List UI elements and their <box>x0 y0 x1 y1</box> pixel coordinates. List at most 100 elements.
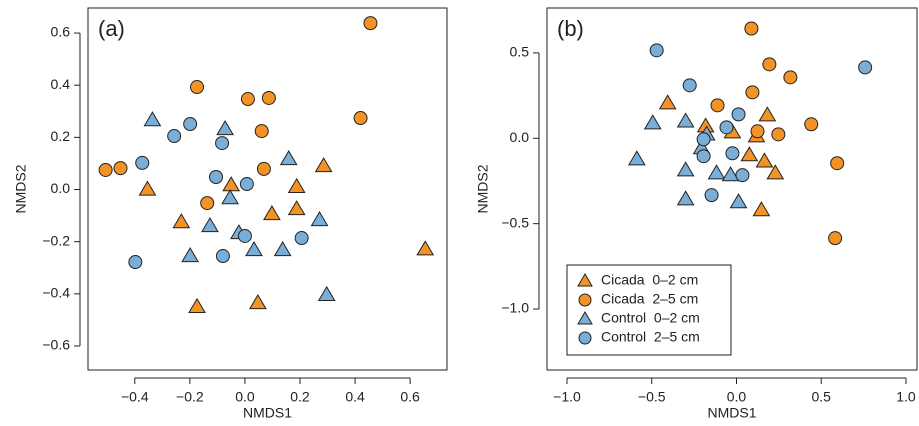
legend-label: Control 0–2 cm <box>601 310 700 326</box>
point <box>696 132 711 147</box>
point <box>750 124 765 139</box>
point <box>183 117 198 132</box>
y-tick-label: −0.2 <box>42 232 70 248</box>
panel-label: (b) <box>557 16 584 41</box>
point <box>215 136 230 151</box>
legend-label: Control 2–5 cm <box>601 329 700 345</box>
point <box>248 293 267 310</box>
point <box>744 21 759 36</box>
point <box>721 166 740 182</box>
point <box>172 213 191 229</box>
point <box>627 150 646 166</box>
point <box>858 60 873 75</box>
point <box>719 120 734 135</box>
point <box>240 92 255 107</box>
point <box>696 149 711 164</box>
point <box>828 231 843 246</box>
point <box>729 193 748 209</box>
point <box>725 146 740 161</box>
point <box>273 241 292 257</box>
point <box>745 85 760 100</box>
x-tick-label: 0.4 <box>345 389 365 405</box>
point <box>731 107 746 122</box>
legend-marker <box>578 331 592 345</box>
point <box>98 162 113 177</box>
point <box>263 205 281 221</box>
point <box>353 111 368 126</box>
x-tick-label: −0.2 <box>176 389 204 405</box>
panel-label: (a) <box>98 16 125 41</box>
plot-frame <box>546 7 918 371</box>
point <box>766 164 785 180</box>
y-tick-label: 0.6 <box>51 24 71 40</box>
point <box>245 241 263 257</box>
point <box>190 80 205 95</box>
point <box>167 129 182 144</box>
y-tick-label: 0.4 <box>51 76 71 92</box>
point <box>783 70 798 85</box>
x-tick-label: 1.0 <box>896 389 916 405</box>
point <box>416 240 435 256</box>
point <box>752 201 771 217</box>
point <box>704 188 719 203</box>
point <box>804 117 819 132</box>
y-tick-label: 0.5 <box>510 44 530 60</box>
point <box>138 180 157 196</box>
point <box>113 161 128 176</box>
point <box>740 146 759 162</box>
point <box>735 168 750 183</box>
point <box>222 176 241 192</box>
point <box>643 114 662 130</box>
point <box>215 249 230 264</box>
point <box>128 255 143 270</box>
y-tick-label: −0.5 <box>501 214 529 230</box>
legend-label: Cicada 2–5 cm <box>601 291 698 307</box>
y-tick-label: 0.0 <box>510 129 530 145</box>
point <box>216 120 234 136</box>
point <box>143 111 162 127</box>
y-tick-label: −0.4 <box>42 285 70 301</box>
point <box>317 285 336 301</box>
point <box>237 228 252 243</box>
x-tick-label: 0.2 <box>290 389 310 405</box>
x-tick-label: −0.4 <box>121 389 149 405</box>
point <box>676 112 695 128</box>
point <box>209 170 224 185</box>
point <box>314 157 333 173</box>
y-tick-label: 0.2 <box>51 128 71 144</box>
point <box>658 94 677 110</box>
point <box>310 211 329 227</box>
point <box>676 190 695 206</box>
point <box>676 161 695 177</box>
legend-marker <box>578 293 592 307</box>
x-axis-label: NMDS1 <box>243 405 292 421</box>
y-tick-label: 0.0 <box>51 180 71 196</box>
x-tick-label: 0.6 <box>400 389 420 405</box>
legend-marker <box>577 273 593 287</box>
plot-frame <box>87 7 448 371</box>
point <box>181 247 200 263</box>
legend-marker <box>577 311 593 325</box>
x-tick-label: 0.0 <box>235 389 255 405</box>
point <box>707 164 726 180</box>
y-tick-label: −0.6 <box>42 337 70 353</box>
point <box>221 189 239 205</box>
point <box>755 152 774 168</box>
point <box>135 155 150 170</box>
x-tick-label: 0.5 <box>812 389 832 405</box>
point <box>363 16 378 31</box>
point <box>649 43 664 58</box>
x-tick-label: −1.0 <box>553 389 581 405</box>
point <box>287 200 306 216</box>
point <box>762 57 777 72</box>
point <box>294 231 309 246</box>
x-tick-label: −0.5 <box>638 389 666 405</box>
point <box>201 217 219 233</box>
legend-frame <box>566 264 732 356</box>
point <box>261 90 276 105</box>
point <box>239 177 254 192</box>
point <box>287 177 306 194</box>
y-axis-label: NMDS2 <box>475 164 491 213</box>
point <box>771 127 786 142</box>
